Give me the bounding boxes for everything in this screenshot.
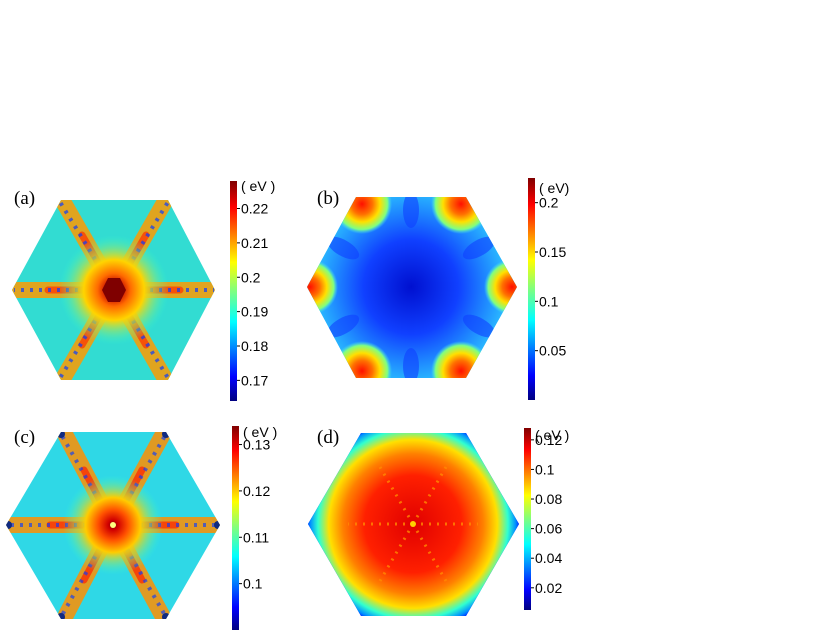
panel-b-label: (b) (317, 188, 339, 209)
colorbar-tick-label: 0.02 (535, 580, 562, 596)
colorbar-a-unit: ( eV ) (241, 178, 275, 194)
colorbar-b-ticks: 0.05 0.1 0.15 0.2 (535, 195, 566, 359)
colorbar-tick-label: 0.2 (539, 195, 559, 211)
colorbar-tick-label: 0.13 (243, 437, 270, 453)
colorbar-tick-label: 0.22 (241, 201, 268, 217)
colorbar-tick-label: 0.06 (535, 521, 562, 537)
colorbar-b-unit: ( eV) (539, 180, 569, 196)
colorbar-a-ticks: 0.17 0.18 0.19 0.2 0.21 0.22 (237, 201, 268, 388)
colorbar-tick-label: 0.15 (539, 244, 566, 260)
colorbar-tick-label: 0.12 (535, 432, 562, 448)
colorbar-a (230, 181, 237, 401)
colorbar-d-unit: ( eV ) (535, 427, 569, 443)
colorbar-c (232, 426, 239, 630)
colorbar-tick-label: 0.11 (243, 529, 269, 545)
heatmap-c (6, 432, 220, 619)
colorbar-tick-label: 0.2 (241, 269, 261, 285)
colorbar-tick-label: 0.12 (243, 483, 270, 499)
colorbar-tick-label: 0.17 (241, 372, 268, 388)
colorbar-d (524, 428, 531, 610)
colorbar-c-ticks: 0.1 0.11 0.12 0.13 (239, 437, 270, 592)
panel-a-label: (a) (14, 188, 35, 209)
colorbar-tick-label: 0.08 (535, 491, 562, 507)
heatmap-b (307, 197, 517, 378)
colorbar-c-unit: ( eV ) (243, 424, 277, 440)
panel-d: (d) ( eV ) 0.02 0.04 0.06 0.08 0.1 0.12 (308, 427, 569, 616)
colorbar-b (528, 178, 535, 400)
panel-d-label: (d) (317, 427, 339, 448)
heatmap-d (308, 433, 519, 616)
colorbar-tick-label: 0.05 (539, 343, 566, 359)
panel-a: (a) ( eV ) 0.170.180.190.20.210.2 (12, 178, 275, 401)
panel-c-label: (c) (14, 427, 35, 448)
panel-b: (b) ( eV) 0.05 0.1 0.15 0.2 (307, 178, 569, 400)
colorbar-tick-label: 0.04 (535, 550, 562, 566)
colorbar-tick-label: 0.1 (535, 461, 555, 477)
colorbar-tick-label: 0.21 (241, 235, 268, 251)
colorbar-d-ticks: 0.02 0.04 0.06 0.08 0.1 0.12 (531, 432, 562, 596)
colorbar-tick-label: 0.1 (539, 293, 559, 309)
colorbar-tick-label: 0.19 (241, 304, 268, 320)
panel-c: (c) (6, 424, 277, 630)
colorbar-tick-label: 0.18 (241, 338, 268, 354)
heatmap-a (12, 200, 215, 380)
colorbar-tick-label: 0.1 (243, 576, 263, 592)
